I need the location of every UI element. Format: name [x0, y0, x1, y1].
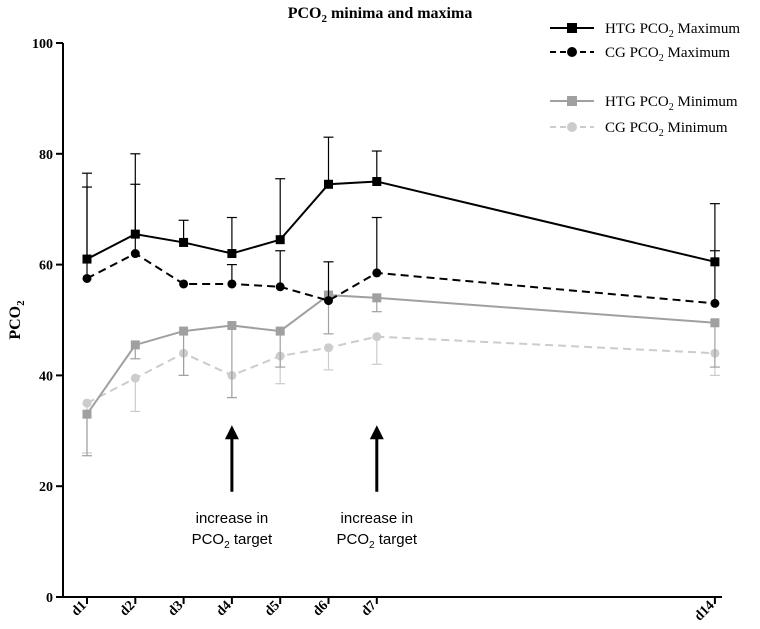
annotation-arrow-head-0 [224, 425, 239, 440]
series-3 [82, 332, 720, 454]
annotation-line2-sub-0: 2 [224, 540, 230, 551]
series-1-point-d6 [324, 296, 333, 306]
legend-item-3: CG PCO2 Minimum [550, 120, 728, 139]
series-1 [82, 183, 720, 308]
series-2-point-d5 [275, 326, 285, 336]
legend-label-sub-1: 2 [659, 53, 664, 64]
chart-title-sub: 2 [321, 13, 327, 25]
annotation-arrow-head-1 [369, 425, 384, 440]
legend-label-sub-0: 2 [669, 29, 674, 40]
legend-item-0: HTG PCO2 Maximum [550, 21, 740, 40]
series-2-point-d4 [227, 321, 237, 331]
legend-label-prefix-1: CG PCO [605, 45, 659, 61]
series-2-point-d1 [82, 409, 92, 419]
legend-label-2: HTG PCO2 Minimum [605, 94, 738, 113]
series-2-point-d2 [130, 340, 140, 350]
series-1-line [86, 252, 715, 305]
series-0-point-d7 [372, 177, 382, 186]
legend-label-prefix-0: HTG PCO [605, 21, 669, 37]
annotation-line2-rest-1: target [375, 531, 418, 548]
annotation-line2-rest-0: target [230, 531, 273, 548]
legend-label-prefix-3: CG PCO [605, 120, 659, 136]
series-2-point-d3 [179, 326, 189, 336]
series-2 [82, 290, 720, 457]
legend-marker-2 [567, 96, 577, 106]
series-0-point-d3 [179, 237, 189, 247]
series-3-point-d1 [82, 398, 92, 408]
series-0-point-d1 [82, 254, 92, 264]
y-axis-label: PCO2 [7, 300, 27, 340]
legend-label-suffix-3: Minimum [664, 120, 728, 136]
chart-title-rest: minima and maxima [327, 5, 472, 22]
series-1-point-d14 [710, 298, 720, 308]
series-1-point-d3 [179, 279, 189, 289]
legend-label-sub-3: 2 [659, 128, 664, 139]
series-1-point-d1 [82, 273, 92, 283]
series-0-point-d6 [324, 179, 333, 189]
chart-title: PCO2 minima and maxima [288, 5, 473, 25]
series-2-point-d7 [372, 293, 382, 303]
annotation-line2-1: PCO2 target [336, 531, 417, 551]
series-0-line [86, 180, 716, 263]
legend-item-1: CG PCO2 Maximum [550, 45, 730, 64]
chart-title-main: PCO [288, 5, 322, 22]
series-2-line [86, 294, 715, 415]
legend-marker-3 [567, 122, 577, 132]
annotation-line1-0: increase in [196, 510, 269, 527]
y-tick-label-80: 80 [39, 148, 53, 163]
legend-marker-0 [567, 23, 577, 33]
series-3-point-d2 [130, 373, 140, 383]
annotation-line2-main-0: PCO [192, 531, 225, 548]
series-0-point-d2 [130, 229, 140, 239]
series-3-line [86, 335, 715, 404]
series-0 [82, 136, 720, 267]
legend-label-1: CG PCO2 Maximum [605, 45, 730, 64]
series-2-point-d14 [710, 318, 720, 328]
y-tick-label-40: 40 [39, 369, 53, 384]
series-1-point-d5 [275, 282, 285, 292]
series-1-point-d4 [227, 279, 237, 289]
y-tick-label-0: 0 [46, 591, 53, 606]
series-1-point-d7 [372, 268, 382, 278]
annotation-line2-main-1: PCO [336, 531, 369, 548]
y-axis-label-sub: 2 [15, 300, 27, 306]
annotation-line2-sub-1: 2 [369, 540, 375, 551]
y-tick-label-100: 100 [32, 37, 53, 52]
annotation-line1-1: increase in [341, 510, 414, 527]
series-3-point-d7 [372, 332, 382, 342]
y-axis-label-main: PCO [7, 306, 24, 340]
legend-label-suffix-2: Minimum [674, 94, 738, 110]
legend-label-suffix-0: Maximum [674, 21, 741, 37]
series-3-point-d6 [324, 343, 333, 353]
y-tick-label-60: 60 [39, 259, 53, 274]
legend-label-3: CG PCO2 Minimum [605, 120, 728, 139]
series-0-point-d5 [275, 235, 285, 245]
series-1-point-d2 [130, 249, 140, 259]
legend-marker-1 [567, 47, 577, 57]
legend-item-2: HTG PCO2 Minimum [550, 94, 738, 113]
x-tick-label-d14: d14 [692, 598, 718, 624]
legend-label-suffix-1: Maximum [664, 45, 731, 61]
series-0-point-d14 [710, 257, 720, 267]
legend-label-prefix-2: HTG PCO [605, 94, 669, 110]
y-tick-label-20: 20 [39, 480, 53, 495]
annotation-line2-0: PCO2 target [192, 531, 273, 551]
legend-label-0: HTG PCO2 Maximum [605, 21, 740, 40]
series-0-point-d4 [227, 249, 237, 259]
legend-label-sub-2: 2 [669, 102, 674, 113]
